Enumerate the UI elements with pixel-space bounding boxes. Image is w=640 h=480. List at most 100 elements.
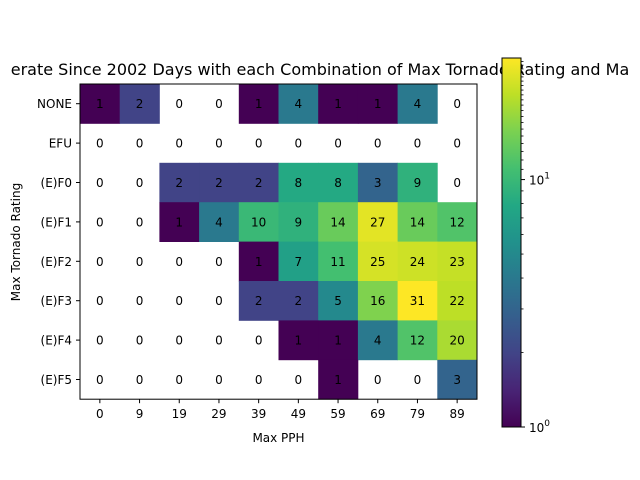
cell-value-label: 14 [330, 215, 345, 229]
chart-title: erate Since 2002 Days with each Combinat… [11, 60, 630, 79]
heatmap-cell [238, 241, 279, 282]
heatmap-cell [437, 320, 478, 361]
cell-value-label: 0 [295, 137, 303, 151]
cell-value-label: 2 [255, 176, 263, 190]
cell-value-label: 0 [215, 334, 223, 348]
heatmap-cell [278, 320, 319, 361]
cell-value-label: 2 [295, 294, 303, 308]
x-tick-label: 59 [330, 407, 345, 421]
heatmap-cell [318, 241, 359, 282]
cell-value-label: 3 [374, 176, 382, 190]
heatmap-cell [357, 84, 398, 124]
cell-value-label: 4 [374, 334, 382, 348]
colorbar-gradient [501, 57, 522, 428]
heatmap-cell [199, 202, 240, 242]
heatmap-cell-labels: 1 2 0 0 1 4 1 1 4 00 0 0 0 0 0 0 0 0 00 0 2 2 2 8 8 3 9 00 0 1 4 10 9 14 2… [96, 97, 465, 387]
cell-value-label: 1 [96, 97, 104, 111]
cell-value-label: 12 [450, 215, 465, 229]
heatmap-axes [79, 83, 478, 400]
heatmap-cell [318, 202, 359, 242]
y-tick-label: (E)F3 [41, 294, 72, 308]
cell-value-label: 0 [215, 97, 223, 111]
cell-value-label: 0 [215, 294, 223, 308]
x-axis-ticks: 0 9 19 29 39 49 59 69 79 89 [96, 399, 465, 421]
heatmap-cell [119, 84, 160, 124]
y-tick-label: (E)F2 [41, 255, 72, 269]
cell-value-label: 8 [295, 176, 303, 190]
cell-value-label: 1 [255, 97, 263, 111]
cell-value-label: 0 [175, 373, 183, 387]
cell-value-label: 3 [453, 373, 461, 387]
heatmap-cell [357, 162, 398, 203]
y-axis-label: Max Tornado Rating [9, 183, 23, 301]
heatmap-cell [397, 320, 438, 361]
cell-value-label: 0 [175, 97, 183, 111]
cell-value-label: 0 [136, 176, 144, 190]
heatmap-cell [318, 84, 359, 124]
y-tick-label: NONE [37, 97, 72, 111]
cell-value-label: 1 [334, 334, 342, 348]
heatmap-cell [199, 162, 240, 203]
cell-value-label: 7 [295, 255, 303, 269]
cell-value-label: 0 [215, 373, 223, 387]
cell-value-label: 0 [175, 255, 183, 269]
heatmap-cell [238, 162, 279, 203]
colorbar: 100 101 [501, 57, 550, 435]
x-axis-label: Max PPH [252, 431, 304, 445]
heatmap-cell [318, 281, 359, 321]
heatmap-cell [238, 281, 279, 321]
cell-value-label: 1 [334, 373, 342, 387]
cell-value-label: 9 [295, 215, 303, 229]
heatmap-cell [437, 281, 478, 321]
heatmap-cell [357, 320, 398, 361]
cell-value-label: 0 [136, 137, 144, 151]
heatmap-cell [318, 162, 359, 203]
cell-value-label: 0 [96, 334, 104, 348]
heatmap-cell [397, 84, 438, 124]
heatmap-cell [397, 281, 438, 321]
x-tick-label: 79 [410, 407, 425, 421]
cell-value-label: 4 [414, 97, 422, 111]
cell-value-label: 0 [453, 137, 461, 151]
cell-value-label: 0 [96, 294, 104, 308]
cell-value-label: 20 [450, 334, 465, 348]
y-tick-label: (E)F4 [41, 334, 72, 348]
plot-frame [79, 83, 478, 400]
x-tick-label: 89 [450, 407, 465, 421]
cell-value-label: 23 [450, 255, 465, 269]
cell-value-label: 27 [370, 215, 385, 229]
cell-value-label: 14 [410, 215, 425, 229]
cell-value-label: 2 [215, 176, 223, 190]
heatmap-cell [357, 202, 398, 242]
cell-value-label: 1 [295, 334, 303, 348]
cell-value-label: 0 [136, 373, 144, 387]
cell-value-label: 0 [414, 137, 422, 151]
heatmap-cell [318, 320, 359, 361]
y-tick-label: EFU [49, 137, 72, 151]
cell-value-label: 2 [255, 294, 263, 308]
x-tick-label: 19 [172, 407, 187, 421]
cell-value-label: 9 [414, 176, 422, 190]
y-tick-label: (E)F5 [41, 373, 72, 387]
x-tick-label: 39 [251, 407, 266, 421]
heatmap-cell [159, 202, 200, 242]
cell-value-label: 0 [175, 334, 183, 348]
cell-value-label: 0 [96, 373, 104, 387]
cell-value-label: 4 [295, 97, 303, 111]
cell-value-label: 2 [175, 176, 183, 190]
cell-value-label: 0 [175, 294, 183, 308]
heatmap-cell [278, 241, 319, 282]
heatmap-cell [397, 202, 438, 242]
y-axis-ticks: NONE EFU (E)F0 (E)F1 (E)F2 (E)F3 (E)F4 (E)F5 [37, 97, 80, 387]
cell-value-label: 0 [175, 137, 183, 151]
cell-value-label: 0 [215, 137, 223, 151]
cell-value-label: 24 [410, 255, 425, 269]
cell-value-label: 0 [136, 294, 144, 308]
x-tick-label: 0 [96, 407, 104, 421]
heatmap-cell [278, 281, 319, 321]
cell-value-label: 0 [96, 137, 104, 151]
cell-value-label: 16 [370, 294, 385, 308]
heatmap-cell [278, 202, 319, 242]
x-tick-label: 29 [211, 407, 226, 421]
cell-value-label: 5 [334, 294, 342, 308]
